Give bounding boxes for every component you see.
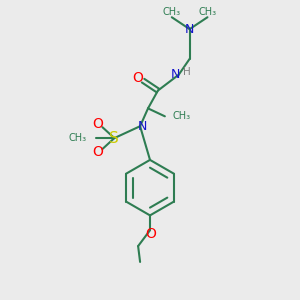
Text: CH₃: CH₃ <box>68 133 87 143</box>
Text: O: O <box>92 145 103 159</box>
Text: CH₃: CH₃ <box>173 111 191 121</box>
Text: H: H <box>183 67 190 77</box>
Text: N: N <box>171 68 180 81</box>
Text: O: O <box>146 227 156 241</box>
Text: S: S <box>110 130 119 146</box>
Text: CH₃: CH₃ <box>163 7 181 17</box>
Text: O: O <box>92 117 103 131</box>
Text: N: N <box>137 120 147 133</box>
Text: N: N <box>185 22 194 36</box>
Text: O: O <box>133 71 143 85</box>
Text: CH₃: CH₃ <box>198 7 217 17</box>
